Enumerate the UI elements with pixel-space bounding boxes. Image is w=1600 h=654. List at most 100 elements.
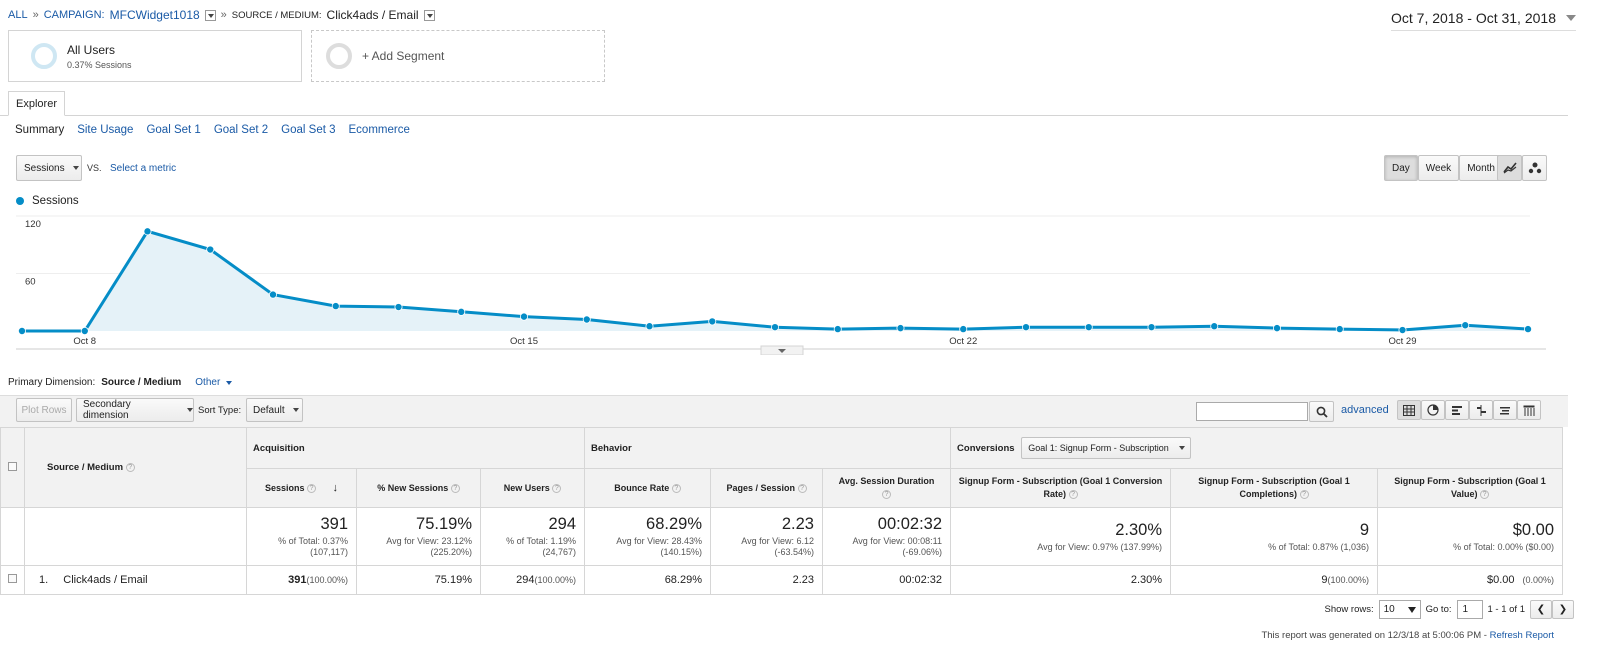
refresh-report-link[interactable]: Refresh Report xyxy=(1489,630,1554,641)
chart-collapse-handle[interactable] xyxy=(760,345,804,355)
help-icon[interactable]: ? xyxy=(671,483,681,493)
col-avg-duration[interactable]: Avg. Session Duration? xyxy=(821,468,952,508)
chevron-down-icon xyxy=(72,166,79,170)
data-point[interactable] xyxy=(520,312,529,321)
help-icon[interactable]: ? xyxy=(307,483,317,493)
help-icon[interactable]: ? xyxy=(552,483,562,493)
help-icon[interactable]: ? xyxy=(450,483,460,493)
data-point[interactable] xyxy=(457,307,466,316)
data-point[interactable] xyxy=(1524,325,1533,334)
data-point[interactable] xyxy=(645,322,654,331)
data-point[interactable] xyxy=(1335,325,1344,334)
col-conversion-rate[interactable]: Signup Form - Subscription (Goal 1 Conve… xyxy=(950,468,1172,508)
col-pages-session[interactable]: Pages / Session ? xyxy=(710,468,823,508)
table-search-input[interactable] xyxy=(1196,402,1308,421)
goto-input[interactable]: 1 xyxy=(1456,600,1483,619)
row-dimension-cell: 1. Click4ads / Email xyxy=(24,565,247,595)
secondary-dimension-dropdown[interactable]: Secondary dimension xyxy=(76,398,194,422)
select-all-checkbox[interactable] xyxy=(8,461,17,471)
row-avg-duration: 00:02:32 xyxy=(821,565,952,595)
search-button[interactable] xyxy=(1309,401,1334,422)
help-icon[interactable]: ? xyxy=(1068,490,1078,500)
campaign-dropdown-icon[interactable] xyxy=(204,9,216,21)
motion-chart-icon[interactable] xyxy=(1522,155,1547,181)
segment-all-users[interactable]: All Users 0.37% Sessions xyxy=(8,30,302,82)
row-value: $0.00 xyxy=(1487,574,1515,586)
row-sessions: 391(100.00%) xyxy=(246,565,357,595)
data-point[interactable] xyxy=(833,325,842,334)
data-point[interactable] xyxy=(268,290,277,299)
sort-type-dropdown[interactable]: Default xyxy=(246,398,303,422)
data-point[interactable] xyxy=(17,327,26,336)
data-point[interactable] xyxy=(80,327,89,336)
term-cloud-icon[interactable] xyxy=(1493,400,1517,420)
col-completions[interactable]: Signup Form - Subscription (Goal 1 Compl… xyxy=(1170,468,1379,508)
col-new-sessions[interactable]: % New Sessions ? xyxy=(356,468,481,508)
total-sub: (107,117) xyxy=(310,547,348,557)
show-rows-select[interactable]: 10 xyxy=(1378,600,1421,619)
help-icon[interactable]: ? xyxy=(125,462,135,472)
data-table-icon[interactable] xyxy=(1397,400,1421,420)
data-point[interactable] xyxy=(1210,322,1219,331)
subtab-summary[interactable]: Summary xyxy=(15,124,65,136)
source-dropdown-icon[interactable] xyxy=(423,9,435,21)
data-point[interactable] xyxy=(771,323,780,332)
breadcrumb-campaign-value[interactable]: MFCWidget1018 xyxy=(109,8,200,22)
data-point[interactable] xyxy=(143,227,152,236)
day-button[interactable]: Day xyxy=(1384,155,1418,181)
comparison-icon[interactable] xyxy=(1469,400,1493,420)
sessions-chart[interactable]: 120 60 Oct 8 Oct 15 Oct 22 Oct 29 xyxy=(0,205,1568,355)
help-icon[interactable]: ? xyxy=(1299,490,1309,500)
data-point[interactable] xyxy=(959,325,968,334)
date-range-picker[interactable]: Oct 7, 2018 - Oct 31, 2018 xyxy=(1391,10,1576,31)
pie-chart-icon[interactable] xyxy=(1421,400,1445,420)
primary-dimension-value[interactable]: Source / Medium xyxy=(101,377,182,388)
data-point[interactable] xyxy=(331,302,340,311)
conversion-goal-dropdown[interactable]: Goal 1: Signup Form - Subscription xyxy=(1021,437,1192,459)
help-icon[interactable]: ? xyxy=(882,490,892,500)
data-point[interactable] xyxy=(896,324,905,333)
pivot-icon[interactable] xyxy=(1517,400,1541,420)
data-point[interactable] xyxy=(1147,323,1156,332)
performance-icon[interactable] xyxy=(1445,400,1469,420)
subtab-goal-set-3[interactable]: Goal Set 3 xyxy=(281,124,336,136)
primary-dimension-other[interactable]: Other xyxy=(195,377,221,388)
col-goal-value[interactable]: Signup Form - Subscription (Goal 1 Value… xyxy=(1377,468,1564,508)
week-button[interactable]: Week xyxy=(1417,155,1460,181)
data-point[interactable] xyxy=(708,317,717,326)
row-index: 1. xyxy=(39,574,49,586)
data-point[interactable] xyxy=(394,303,403,312)
data-point[interactable] xyxy=(206,245,215,254)
tab-explorer[interactable]: Explorer xyxy=(8,91,65,116)
col-new-users[interactable]: New Users ? xyxy=(480,468,585,508)
add-segment-button[interactable]: + Add Segment xyxy=(311,30,605,82)
data-point[interactable] xyxy=(1273,324,1282,333)
data-point[interactable] xyxy=(1084,323,1093,332)
col-sessions[interactable]: Sessions ? ↓ xyxy=(246,468,357,508)
row-checkbox[interactable] xyxy=(8,574,17,583)
subtab-site-usage[interactable]: Site Usage xyxy=(77,124,134,136)
dimension-header[interactable]: Source / Medium ? xyxy=(24,427,247,508)
help-icon[interactable]: ? xyxy=(1480,490,1490,500)
subtab-ecommerce[interactable]: Ecommerce xyxy=(348,124,410,136)
select-metric-link[interactable]: Select a metric xyxy=(110,163,177,174)
month-button[interactable]: Month xyxy=(1459,155,1503,181)
prev-page-button[interactable]: ❮ xyxy=(1530,600,1552,619)
breadcrumb-campaign-label[interactable]: CAMPAIGN: xyxy=(43,9,105,21)
row-dimension-link[interactable]: Click4ads / Email xyxy=(63,574,148,586)
help-icon[interactable]: ? xyxy=(797,483,807,493)
subtab-goal-set-1[interactable]: Goal Set 1 xyxy=(146,124,201,136)
next-page-button[interactable]: ❯ xyxy=(1552,600,1574,619)
metric-dropdown[interactable]: Sessions xyxy=(16,155,82,181)
x-tick-label: Oct 29 xyxy=(1389,336,1417,347)
data-point[interactable] xyxy=(1461,321,1470,330)
data-point[interactable] xyxy=(582,315,591,324)
subtab-goal-set-2[interactable]: Goal Set 2 xyxy=(213,124,269,136)
breadcrumb-all-link[interactable]: ALL xyxy=(8,9,28,21)
line-chart-icon[interactable] xyxy=(1497,155,1522,181)
col-bounce-rate[interactable]: Bounce Rate ? xyxy=(584,468,711,508)
data-point[interactable] xyxy=(1022,323,1031,332)
advanced-filter-link[interactable]: advanced xyxy=(1341,404,1389,416)
data-point[interactable] xyxy=(1398,326,1407,335)
plot-rows-button[interactable]: Plot Rows xyxy=(16,398,72,422)
